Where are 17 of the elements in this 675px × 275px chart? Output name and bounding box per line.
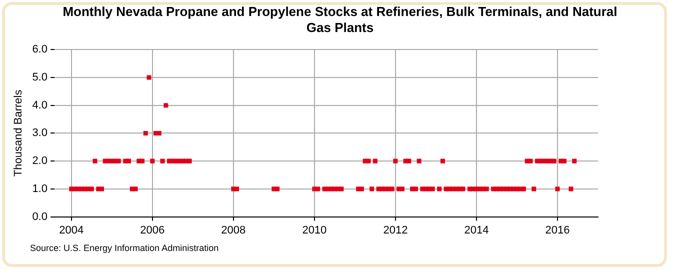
y-tick-label: 0.0 bbox=[32, 210, 48, 223]
x-tick-label: 2014 bbox=[464, 224, 489, 236]
x-tick-label: 2010 bbox=[302, 224, 327, 236]
y-axis-title: Thousand Barrels bbox=[12, 89, 25, 177]
y-tick-label: 5.0 bbox=[32, 72, 48, 84]
y-tick-label: 2.0 bbox=[32, 155, 48, 168]
source-note: Source: U.S. Energy Information Administration bbox=[30, 243, 219, 253]
x-tick-label: 2012 bbox=[383, 224, 408, 236]
y-tick-label: 3.0 bbox=[32, 127, 48, 140]
y-tick-label: 4.0 bbox=[32, 99, 48, 112]
x-tick-label: 2006 bbox=[140, 224, 165, 236]
chart-title: Monthly Nevada Propane and Propylene Stocks at Refineries, Bulk Terminals, and Natural Gas Plants bbox=[62, 4, 618, 36]
x-tick-label: 2004 bbox=[59, 224, 84, 236]
x-tick-label: 2008 bbox=[221, 224, 246, 236]
x-tick-label: 2016 bbox=[545, 224, 570, 236]
y-tick-label: 6.0 bbox=[32, 44, 48, 56]
y-tick-label: 1.0 bbox=[32, 182, 48, 195]
